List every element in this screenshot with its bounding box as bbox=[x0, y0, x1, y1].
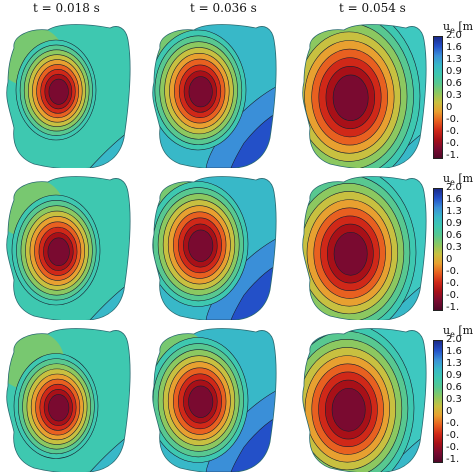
colorbar-gradient bbox=[433, 188, 443, 311]
heart-panel-r2-c1 bbox=[0, 170, 150, 320]
colorbar-tick-label: 0.9 bbox=[446, 370, 462, 381]
colorbar-symbol: u bbox=[443, 324, 451, 337]
heart-surface-svg bbox=[152, 24, 277, 168]
colorbar-unit: [m bbox=[454, 20, 474, 33]
colorbar-tick-label: 2.0 bbox=[446, 334, 462, 345]
colorbar-tick-label: 0 bbox=[446, 102, 453, 113]
negative-region bbox=[230, 102, 277, 168]
colorbar-tick-label: -0. bbox=[446, 278, 460, 289]
colorbar-gradient bbox=[433, 36, 443, 159]
colorbar-subscript: e bbox=[450, 178, 455, 188]
colorbar-unit: [m bbox=[454, 172, 474, 185]
colorbar-tick-label: 1.3 bbox=[446, 358, 462, 369]
heart-outline bbox=[6, 24, 131, 168]
colorbar-tick-label: 1.6 bbox=[446, 194, 462, 205]
heart-outline bbox=[302, 24, 427, 168]
colorbar-ticks: 2.0 1.6 1.3 0.9 0.6 0.3 0 -0. -0. -0. -1. bbox=[446, 334, 474, 466]
heart-outline bbox=[302, 328, 427, 472]
heart-surface-svg bbox=[6, 24, 131, 168]
colorbar-tick-label: 0.6 bbox=[446, 382, 462, 393]
heart-outline bbox=[6, 328, 131, 472]
colorbar-tick-label: 0.3 bbox=[446, 90, 462, 101]
heart-panel-r1-c1 bbox=[0, 18, 150, 168]
colorbar-tick-label: 0.3 bbox=[446, 394, 462, 405]
column-title-3: t = 0.054 s bbox=[339, 1, 406, 15]
heart-panel-r2-c3 bbox=[296, 170, 446, 320]
colorbar-tick-label: 2.0 bbox=[446, 30, 462, 41]
column-title-1: t = 0.018 s bbox=[33, 1, 100, 15]
colorbar-tick-label: 1.6 bbox=[446, 346, 462, 357]
heart-outline bbox=[6, 176, 131, 320]
contour-level bbox=[333, 231, 368, 276]
heart-panel-r1-c2 bbox=[146, 18, 296, 168]
contour-level bbox=[188, 229, 214, 262]
colorbar-label: ue [m bbox=[443, 20, 473, 35]
contour-level bbox=[188, 385, 214, 418]
heart-surface-svg bbox=[6, 328, 131, 472]
heart-outline bbox=[152, 24, 277, 168]
contour-level bbox=[331, 387, 366, 432]
heart-surface-svg bbox=[302, 24, 427, 168]
colorbar-label: ue [m bbox=[443, 324, 473, 339]
contour-level bbox=[188, 76, 213, 108]
contour-level bbox=[48, 78, 69, 105]
colorbar-symbol: u bbox=[443, 20, 451, 33]
colorbar-tick-label: -0. bbox=[446, 442, 460, 453]
colorbar-tick-label: -0. bbox=[446, 114, 460, 125]
colorbar-tick-label: 1.6 bbox=[446, 42, 462, 53]
colorbar-tick-label: -1. bbox=[446, 150, 460, 161]
colorbar-label: ue [m bbox=[443, 172, 473, 187]
colorbar-tick-label: 0 bbox=[446, 406, 453, 417]
heart-outline bbox=[152, 328, 277, 472]
colorbar-tick-label: -1. bbox=[446, 302, 460, 313]
heart-outline bbox=[152, 176, 277, 320]
heart-panel-r3-c1 bbox=[0, 322, 150, 472]
colorbar-gradient bbox=[433, 340, 443, 463]
negative-region bbox=[230, 254, 277, 320]
column-title-2: t = 0.036 s bbox=[190, 1, 257, 15]
heart-surface-svg bbox=[152, 328, 277, 472]
colorbar-tick-label: 0.3 bbox=[446, 242, 462, 253]
heart-surface-svg bbox=[152, 176, 277, 320]
colorbar-symbol: u bbox=[443, 172, 451, 185]
colorbar-tick-label: -1. bbox=[446, 454, 460, 465]
colorbar-tick-label: -0. bbox=[446, 266, 460, 277]
heart-surface-svg bbox=[302, 176, 427, 320]
colorbar-tick-label: 2.0 bbox=[446, 182, 462, 193]
colorbar-tick-label: -0. bbox=[446, 430, 460, 441]
colorbar-unit: [m bbox=[454, 324, 474, 337]
contour-level bbox=[48, 394, 70, 422]
colorbar-subscript: e bbox=[450, 330, 455, 340]
colorbar-tick-label: -0. bbox=[446, 418, 460, 429]
colorbar-tick-label: 0.9 bbox=[446, 218, 462, 229]
heart-panel-r3-c3 bbox=[296, 322, 446, 472]
colorbar-ticks: 2.0 1.6 1.3 0.9 0.6 0.3 0 -0. -0. -0. -1. bbox=[446, 182, 474, 314]
colorbar-tick-label: 1.3 bbox=[446, 206, 462, 217]
colorbar-tick-label: 0.6 bbox=[446, 78, 462, 89]
colorbar-tick-label: 0.6 bbox=[446, 230, 462, 241]
colorbar-ticks: 2.0 1.6 1.3 0.9 0.6 0.3 0 -0. -0. -0. -1. bbox=[446, 30, 474, 162]
heart-panel-r2-c2 bbox=[146, 170, 296, 320]
heart-panel-r1-c3 bbox=[296, 18, 446, 168]
colorbar-subscript: e bbox=[450, 26, 455, 36]
contour-level bbox=[47, 237, 70, 267]
colorbar-tick-label: -0. bbox=[446, 290, 460, 301]
colorbar-tick-label: 0 bbox=[446, 254, 453, 265]
colorbar-tick-label: 0.9 bbox=[446, 66, 462, 77]
heart-surface-svg bbox=[6, 176, 131, 320]
heart-surface-svg bbox=[302, 328, 427, 472]
contour-level bbox=[332, 74, 369, 121]
colorbar-tick-label: -0. bbox=[446, 126, 460, 137]
colorbar-tick-label: 1.3 bbox=[446, 54, 462, 65]
colorbar-tick-label: -0. bbox=[446, 138, 460, 149]
negative-region bbox=[230, 406, 277, 472]
heart-panel-r3-c2 bbox=[146, 322, 296, 472]
heart-outline bbox=[302, 176, 427, 320]
